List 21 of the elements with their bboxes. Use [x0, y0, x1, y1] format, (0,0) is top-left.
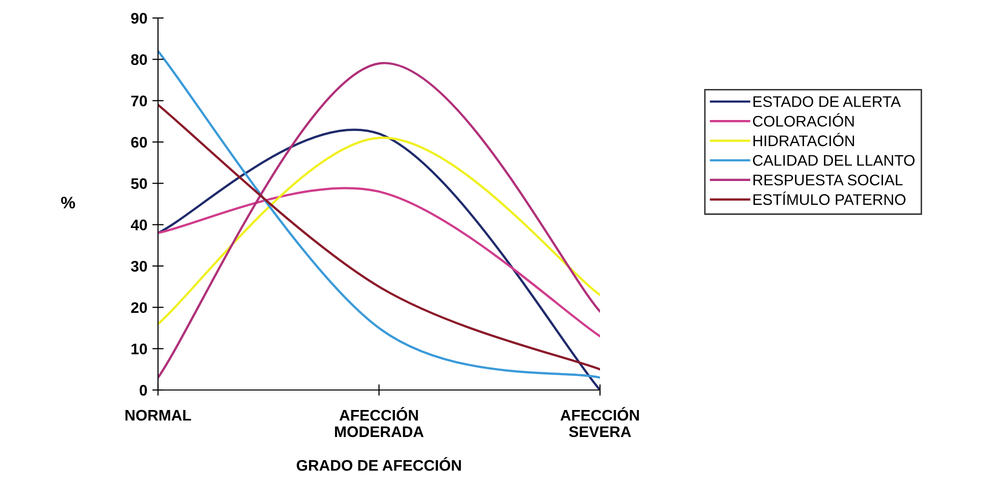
y-tick-label: 30 — [130, 260, 147, 272]
x-axis-title: GRADO DE AFECCIÓN — [296, 457, 461, 471]
x-tick-label: AFECCIÓN SEVERA — [560, 406, 639, 438]
legend-label: HIDRATACIÓN — [753, 132, 854, 146]
y-tick-label: 40 — [130, 220, 147, 230]
y-tick-label: 20 — [131, 302, 147, 314]
y-tick-label: 80 — [131, 54, 147, 66]
legend-label: ESTADO DE ALERTA — [753, 96, 901, 108]
legend-label: RESPUESTA SOCIAL — [753, 174, 903, 186]
y-tick-label: 0 — [140, 384, 147, 396]
x-tick-label: AFECCIÓN MODERADA — [335, 406, 424, 438]
y-tick-label: 70 — [131, 96, 147, 106]
legend-label: COLORACIÓN — [753, 113, 854, 127]
legend-label: ESTÍMULO PATERNO — [753, 192, 906, 205]
y-tick-label: 10 — [132, 344, 147, 354]
y-axis-title: % — [61, 196, 76, 208]
y-tick-label: 60 — [131, 136, 147, 148]
x-tick-label: NORMAL — [126, 410, 192, 421]
y-tick-label: 90 — [131, 12, 147, 24]
y-tick-label: 50 — [131, 178, 147, 190]
legend-label: CALIDAD DEL LLANTO — [753, 154, 915, 166]
